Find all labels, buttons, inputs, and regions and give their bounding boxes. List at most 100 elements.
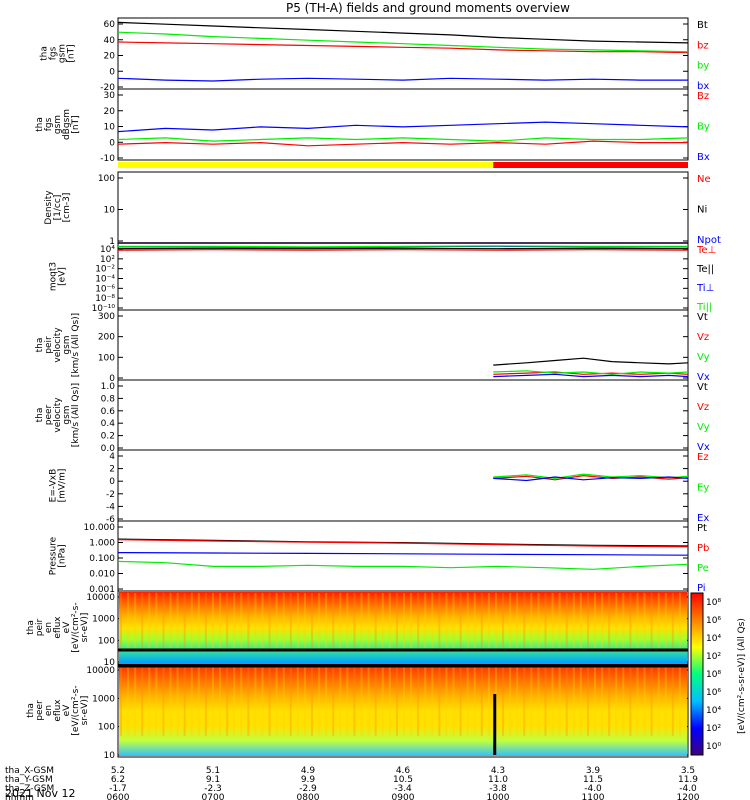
spectrogram-streak: [325, 593, 328, 648]
axis-row-value: 0800: [297, 793, 320, 800]
spectrogram-streak: [594, 593, 597, 648]
legend-bz: bz: [697, 40, 709, 51]
legend-Vt: Vt: [697, 382, 708, 393]
axis-row-value: 1000: [487, 793, 510, 800]
y-tick-label: -4: [106, 502, 115, 512]
y-tick-label: -20: [100, 83, 115, 93]
axis-row-value: 4.6: [396, 766, 411, 776]
spectrogram-streak: [353, 593, 356, 648]
spectrogram-streak: [197, 593, 200, 648]
spectrogram-streak: [615, 666, 618, 736]
panel-frame: [117, 449, 689, 522]
y-tick-label: 0.010: [89, 570, 115, 580]
spectrogram-streak: [445, 666, 448, 736]
y-tick-label: 10⁻⁸: [95, 294, 115, 304]
spectrogram-streak: [367, 666, 370, 736]
spectrogram-streak: [431, 666, 434, 736]
y-tick-label: 10: [104, 123, 116, 133]
spectrogram-streak: [487, 593, 490, 648]
y-tick-label: 10: [104, 751, 116, 761]
y-tick-label: 100: [98, 353, 115, 363]
spectrogram-streak: [565, 666, 568, 736]
y-tick-label: 10000: [86, 666, 115, 676]
axis-row-value: 0700: [202, 793, 225, 800]
spectrogram-streak: [586, 666, 589, 736]
colorbar-tick-label: 10⁸: [706, 670, 721, 680]
spectrogram-streak: [311, 666, 314, 736]
legend-Ni: Ni: [697, 205, 707, 216]
y-axis-label: eV: [62, 621, 72, 634]
legend-Bz: Bz: [697, 91, 709, 102]
spectrogram-streak: [586, 593, 589, 648]
panel-frame: [117, 663, 689, 758]
spectrogram-streak: [629, 593, 632, 648]
spectrogram-streak: [608, 593, 611, 648]
spectrogram-streak: [601, 666, 604, 736]
y-tick-label: 1000: [92, 694, 115, 704]
spectrogram-streak: [466, 666, 469, 736]
y-tick-label: -2: [106, 490, 115, 500]
y-tick-label: 0: [109, 67, 115, 77]
spectrogram-streak: [169, 666, 172, 736]
y-tick-label: 10⁻⁴: [95, 275, 115, 285]
spectrogram-streak: [190, 593, 193, 648]
spectrogram-streak: [678, 593, 681, 648]
y-tick-label: 0.001: [89, 585, 115, 595]
spectrogram-streak: [261, 593, 264, 648]
spectrogram-streak: [318, 593, 321, 648]
spectrogram-streak: [509, 593, 512, 648]
legend-Npot: Npot: [697, 235, 721, 246]
figure-title: P5 (TH-A) fields and ground moments over…: [286, 1, 570, 15]
y-tick-label: 0.4: [101, 419, 116, 429]
y-axis-label: [km/s (All Qs)]: [71, 383, 81, 447]
spectrogram-streak: [240, 666, 243, 736]
y-tick-label: -6: [106, 515, 115, 525]
legend-bx: bx: [697, 81, 709, 92]
spectrogram-streak: [608, 666, 611, 736]
y-tick-label: 20: [104, 52, 116, 62]
y-axis-label: tha: [35, 117, 45, 132]
y-axis-label: fgs: [44, 117, 54, 131]
spectrogram-streak: [473, 593, 476, 648]
legend-Ey: Ey: [697, 483, 709, 494]
mode-bar-slow: [118, 162, 494, 168]
y-tick-label: 1.0: [101, 382, 116, 392]
y-tick-label: 10: [104, 206, 116, 216]
spectrogram-streak: [537, 666, 540, 736]
y-axis-label: en: [44, 705, 54, 716]
legend-Pt: Pt: [697, 523, 707, 534]
axis-row-value: 9.9: [301, 775, 316, 785]
legend-By: By: [697, 122, 710, 133]
y-tick-label: 10.000: [84, 523, 116, 533]
spectrogram-streak: [254, 666, 257, 736]
legend-Vz: Vz: [697, 332, 709, 343]
y-tick-label: 0.2: [101, 432, 115, 442]
y-tick-label: 10000: [86, 593, 115, 603]
y-tick-label: 30: [104, 91, 116, 101]
spectrogram-streak: [254, 593, 257, 648]
series-Te⊥: [117, 249, 689, 251]
y-tick-label: 1000: [92, 615, 115, 625]
y-axis-label: velocity: [53, 327, 63, 363]
spectrogram-streak: [197, 666, 200, 736]
colorbar-tick-label: 10²: [706, 724, 721, 734]
spectrogram-streak: [296, 666, 299, 736]
legend-Ez: Ez: [697, 452, 709, 463]
spectrogram-streak: [615, 593, 618, 648]
spectrogram-streak: [247, 666, 250, 736]
y-axis-label: tha: [35, 408, 45, 423]
axis-row-value: -4.0: [679, 784, 697, 794]
spectrogram-streak: [289, 593, 292, 648]
spectrogram-streak: [395, 593, 398, 648]
panel-frame: [117, 520, 689, 592]
spectrogram-streak: [473, 666, 476, 736]
colorbar-label: [eV/(cm²-s-sr-eV)] (All Qs): [737, 618, 747, 734]
spectrogram-streak: [544, 666, 547, 736]
axis-row-value: 11.0: [488, 775, 508, 785]
series-by: [117, 31, 689, 53]
axis-row-value: 0600: [107, 793, 130, 800]
axis-row-value: -3.8: [489, 784, 507, 794]
axis-row-value: -3.4: [394, 784, 412, 794]
data-gap: [493, 694, 497, 755]
spectrogram-streak: [480, 666, 483, 736]
